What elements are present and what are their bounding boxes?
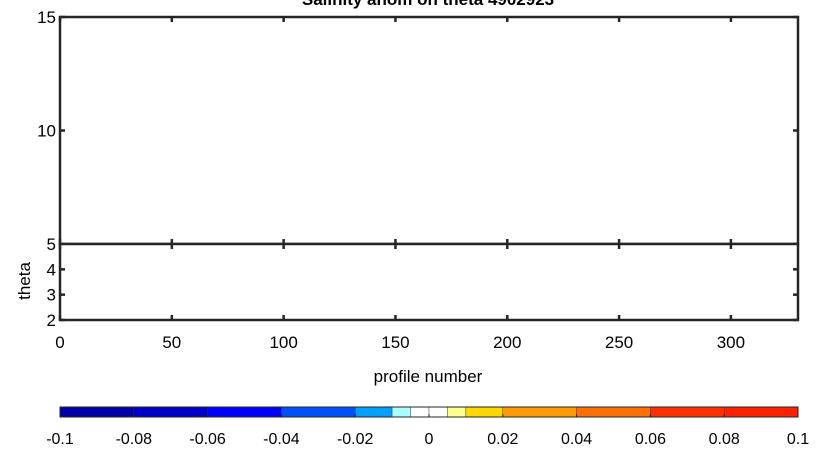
colorbar-tick-label: 0 [425, 431, 434, 448]
colorbar-tick-label: 0.08 [709, 431, 740, 448]
x-axis: 0 50 100 150 200 250 300 [55, 333, 745, 352]
colorbar-tick-label: -0.1 [46, 431, 74, 448]
colorbar-bin-2 [207, 406, 282, 418]
x-tick-label: 150 [381, 333, 409, 352]
x-tick-label: 300 [717, 333, 745, 352]
colorbar-tick-label: 0.02 [487, 431, 518, 448]
colorbar-tick-label: 0.06 [635, 431, 666, 448]
upper-y-tick-label: 15 [37, 8, 56, 27]
y-axis-label: theta [15, 262, 34, 300]
colorbar-tick-label: 0.1 [787, 431, 809, 448]
lower-panel: 4 3 2 [47, 242, 800, 330]
upper-y-tick-label: 10 [37, 122, 56, 141]
lower-y-tick-label: 3 [47, 286, 56, 305]
x-tick-label: 200 [493, 333, 521, 352]
upper-panel: 15 10 5 [37, 8, 800, 254]
x-tick-label: 250 [605, 333, 633, 352]
colorbar: -0.1 -0.08 -0.06 -0.04 -0.02 0 0.02 0.04 0.06 0.0… [46, 406, 809, 448]
colorbar-bin-6 [410, 406, 430, 418]
upper-panel-frame [58, 15, 800, 246]
colorbar-bin-7 [428, 406, 448, 418]
x-axis-label: profile number [374, 367, 483, 386]
colorbar-bin-13 [724, 406, 799, 418]
colorbar-tick-label: -0.04 [263, 431, 300, 448]
x-tick-label: 0 [55, 333, 64, 352]
colorbar-bin-0 [59, 406, 135, 418]
lower-y-tick-label: 4 [47, 260, 56, 279]
x-tick-label: 50 [162, 333, 181, 352]
colorbar-tick-label: -0.06 [189, 431, 226, 448]
colorbar-tick-label: 0.04 [561, 431, 592, 448]
colorbar-bin-11 [576, 406, 651, 418]
colorbar-bin-8 [447, 406, 467, 418]
colorbar-bin-12 [650, 406, 725, 418]
x-tick-label: 100 [269, 333, 297, 352]
colorbar-bin-9 [465, 406, 503, 418]
colorbar-tick-label: -0.08 [116, 431, 153, 448]
colorbar-bin-1 [133, 406, 208, 418]
colorbar-bin-10 [502, 406, 577, 418]
lower-panel-frame [58, 242, 800, 322]
colorbar-bin-5 [391, 406, 411, 418]
colorbar-tick-label: -0.02 [337, 431, 374, 448]
chart-title: Salinity anom on theta 4902923 [302, 0, 554, 9]
colorbar-bin-4 [355, 406, 393, 418]
colorbar-bin-3 [281, 406, 356, 418]
upper-y-tick-label: 5 [47, 235, 56, 254]
lower-y-tick-label: 2 [47, 311, 56, 330]
